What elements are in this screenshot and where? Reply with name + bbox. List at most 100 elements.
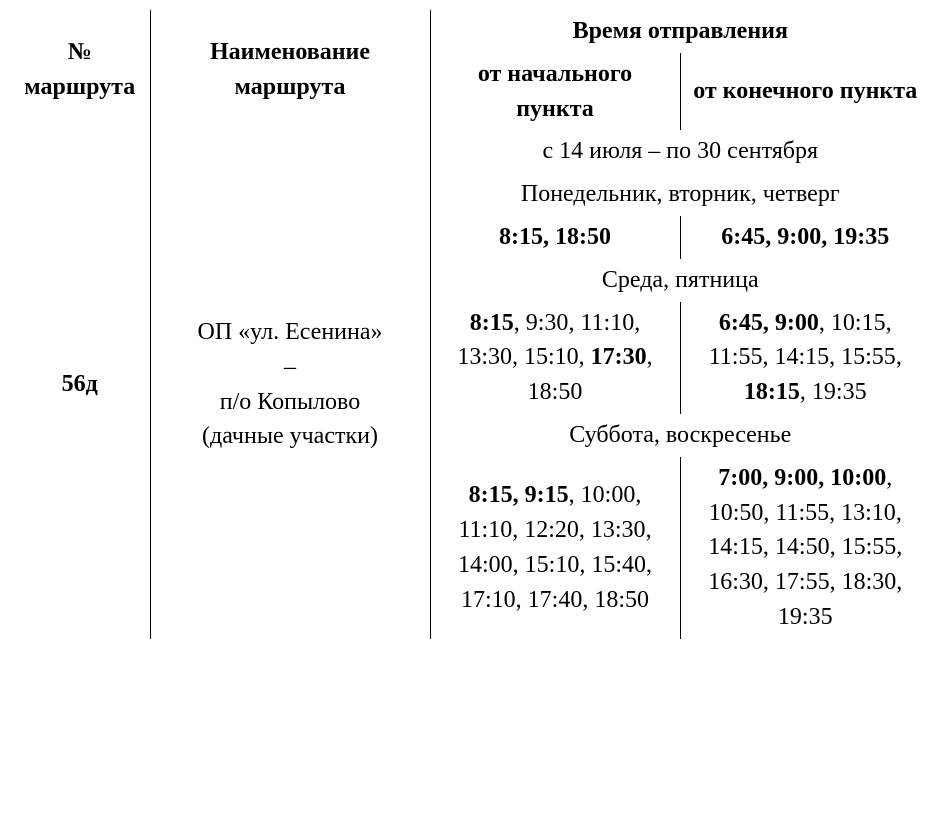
time-segment: , — [568, 310, 580, 336]
time-segment: 15:10 — [525, 552, 580, 578]
time-segment: , — [896, 500, 902, 526]
time-segment: 19:35 — [812, 379, 867, 405]
time-segment: 6:45 — [719, 310, 763, 336]
schedule-table: № маршрута Наименование маршрута Время о… — [10, 10, 930, 639]
time-segment: , — [763, 569, 775, 595]
time-segment: 10:00 — [581, 482, 636, 508]
time-segment: 10:50 — [709, 500, 764, 526]
row-period: 56д ОП «ул. Есенина» – п/о Копылово (дач… — [10, 130, 930, 173]
time-segment: 15:55 — [841, 344, 896, 370]
header-departure-times: Время отправления — [430, 10, 930, 53]
header-from-start: от начального пункта — [430, 53, 680, 131]
time-segment: 16:30 — [708, 569, 763, 595]
time-segment: , — [886, 310, 892, 336]
time-segment: 8:15 — [499, 224, 543, 250]
cell-times-end-1: 6:45, 9:00, 10:15, 11:55, 14:15, 15:55, … — [680, 302, 930, 414]
cell-period: с 14 июля – по 30 сентября — [430, 130, 930, 173]
route-name-line2: – — [284, 354, 296, 380]
time-segment: , — [830, 569, 842, 595]
time-segment: 8:15 — [469, 482, 513, 508]
time-segment: , — [569, 482, 581, 508]
time-segment: , — [800, 379, 812, 405]
time-segment: , — [762, 344, 774, 370]
time-segment: , — [512, 517, 524, 543]
time-segment: 10:15 — [831, 310, 886, 336]
cell-days-2: Суббота, воскресенье — [430, 414, 930, 457]
time-segment: 9:15 — [525, 482, 569, 508]
time-segment: , — [896, 344, 902, 370]
time-segment: 14:00 — [458, 552, 513, 578]
cell-times-start-1: 8:15, 9:30, 11:10, 13:30, 15:10, 17:30, … — [430, 302, 680, 414]
time-segment: 11:10 — [580, 310, 634, 336]
time-segment: 9:00 — [774, 465, 818, 491]
time-segment: , — [829, 344, 841, 370]
time-segment: 14:50 — [775, 534, 830, 560]
time-segment: 18:50 — [594, 587, 649, 613]
time-segment: 19:35 — [833, 224, 889, 250]
time-segment: 11:55 — [709, 344, 763, 370]
header-row-1: № маршрута Наименование маршрута Время о… — [10, 10, 930, 53]
time-segment: 12:20 — [524, 517, 579, 543]
cell-times-end-2: 7:00, 9:00, 10:00, 10:50, 11:55, 13:10, … — [680, 457, 930, 639]
time-segment: , — [819, 310, 831, 336]
route-name-line3: п/о Копылово — [220, 389, 360, 415]
cell-route-number: 56д — [10, 130, 150, 638]
time-segment: , — [579, 517, 591, 543]
time-segment: 10:00 — [830, 465, 886, 491]
time-segment: 9:00 — [777, 224, 821, 250]
time-segment: , — [763, 500, 775, 526]
time-segment: 18:50 — [528, 379, 583, 405]
time-segment: , — [516, 587, 528, 613]
time-segment: , — [579, 344, 591, 370]
time-segment: 14:15 — [708, 534, 763, 560]
cell-times-start-0: 8:15, 18:50 — [430, 216, 680, 259]
time-segment: , — [646, 552, 652, 578]
time-segment: , — [763, 534, 775, 560]
cell-days-1: Среда, пятница — [430, 259, 930, 302]
time-segment: , — [635, 482, 641, 508]
time-segment: , — [513, 552, 525, 578]
header-route-name: Наименование маршрута — [150, 10, 430, 130]
time-segment: , — [765, 224, 777, 250]
time-segment: 11:10 — [458, 517, 512, 543]
time-segment: 19:35 — [778, 604, 833, 630]
time-segment: 15:10 — [524, 344, 579, 370]
cell-route-name: ОП «ул. Есенина» – п/о Копылово (дачные … — [150, 130, 430, 638]
route-number: 56д — [62, 371, 98, 397]
cell-times-end-0: 6:45, 9:00, 19:35 — [680, 216, 930, 259]
time-segment: 13:10 — [841, 500, 896, 526]
time-segment: , — [829, 500, 841, 526]
time-segment: 17:40 — [528, 587, 583, 613]
time-segment: , — [582, 587, 594, 613]
time-segment: 7:00 — [718, 465, 762, 491]
time-segment: , — [896, 569, 902, 595]
time-segment: , — [821, 224, 833, 250]
time-segment: 8:15 — [470, 310, 514, 336]
time-segment: , — [634, 310, 640, 336]
time-segment: 17:55 — [775, 569, 830, 595]
time-segment: 17:30 — [591, 344, 647, 370]
time-segment: 13:30 — [457, 344, 512, 370]
route-name-line4: (дачные участки) — [202, 423, 378, 449]
time-segment: 14:15 — [774, 344, 829, 370]
time-segment: , — [763, 310, 775, 336]
time-segment: 9:00 — [775, 310, 819, 336]
time-segment: 15:40 — [591, 552, 646, 578]
time-segment: 18:30 — [842, 569, 897, 595]
time-segment: 17:10 — [461, 587, 516, 613]
time-segment: , — [512, 344, 524, 370]
header-from-end: от конечного пункта — [680, 53, 930, 131]
cell-times-start-2: 8:15, 9:15, 10:00, 11:10, 12:20, 13:30, … — [430, 457, 680, 639]
time-segment: , — [886, 465, 892, 491]
time-segment: , — [646, 517, 652, 543]
time-segment: , — [543, 224, 555, 250]
header-route-no: № маршрута — [10, 10, 150, 130]
time-segment: , — [647, 344, 653, 370]
time-segment: 6:45 — [721, 224, 765, 250]
time-segment: , — [830, 534, 842, 560]
cell-days-0: Понедельник, вторник, четверг — [430, 173, 930, 216]
route-name-line1: ОП «ул. Есенина» — [197, 319, 382, 345]
time-segment: , — [818, 465, 830, 491]
time-segment: 9:30 — [526, 310, 569, 336]
time-segment: 18:15 — [744, 379, 800, 405]
